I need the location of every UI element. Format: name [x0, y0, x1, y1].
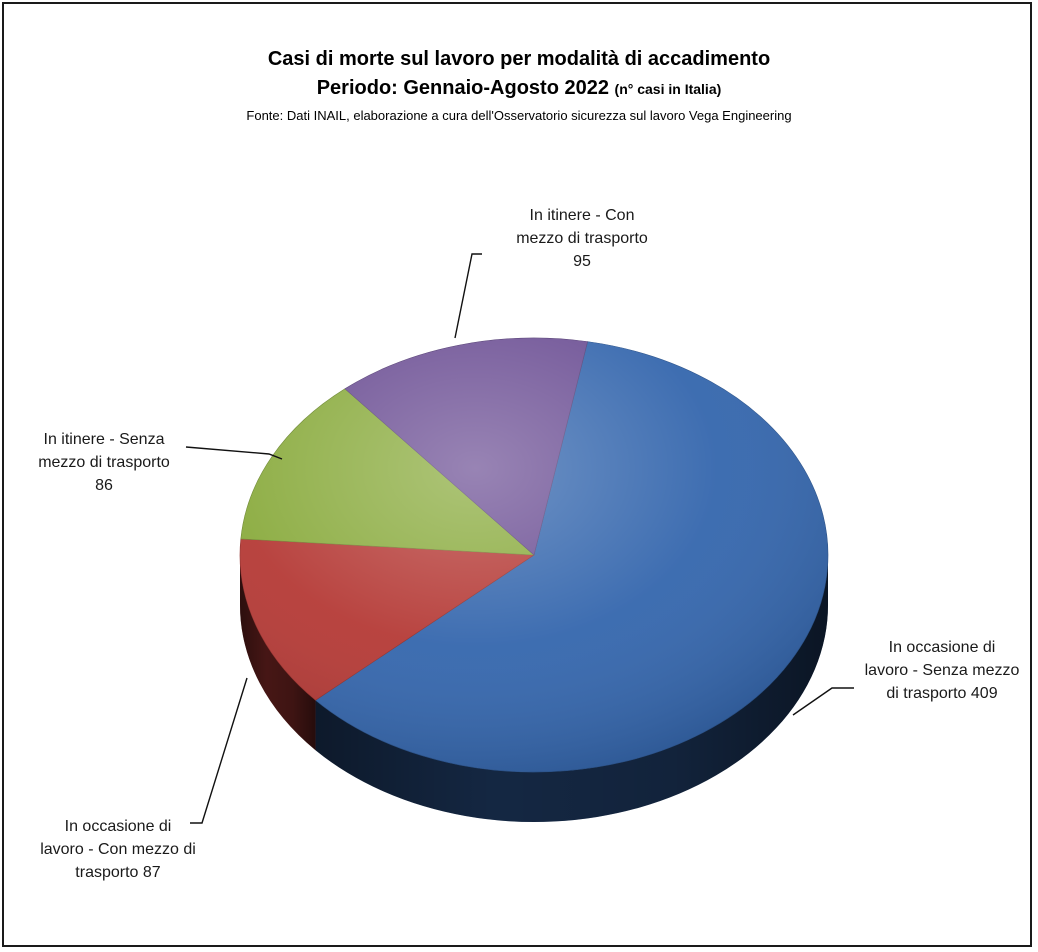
leader-line-3: [455, 254, 482, 338]
pie-top-shine: [240, 338, 828, 772]
slice-label-line: mezzo di trasporto: [38, 454, 170, 471]
slice-label-line: 86: [95, 477, 113, 494]
slice-label-3: In itinere - Con mezzo di trasporto 95: [516, 207, 648, 270]
slice-label-line: In occasione di: [889, 639, 996, 656]
slice-label-line: trasporto 87: [75, 864, 160, 881]
slice-label-line: lavoro - Senza mezzo: [865, 662, 1020, 679]
slice-label-line: In itinere - Senza: [44, 431, 165, 448]
pie-chart: In occasione di lavoro - Senza mezzo di tr…: [4, 4, 1032, 947]
slice-label-line: In occasione di: [65, 818, 172, 835]
leader-line-1: [190, 678, 247, 823]
leader-line-2: [186, 447, 282, 459]
slice-label-line: lavoro - Con mezzo di: [40, 841, 196, 858]
slice-label-0: In occasione di lavoro - Senza mezzo di tr…: [865, 639, 1020, 702]
slice-label-2: In itinere - Senza mezzo di trasporto 86: [38, 431, 170, 494]
slice-label-line: mezzo di trasporto: [516, 230, 648, 247]
slice-label-line: 95: [573, 253, 591, 270]
slice-label-line: di trasporto 409: [886, 685, 997, 702]
pie-highlight: [240, 338, 828, 772]
slice-label-1: In occasione di lavoro - Con mezzo di tras…: [40, 818, 196, 881]
slice-label-line: In itinere - Con: [530, 207, 635, 224]
